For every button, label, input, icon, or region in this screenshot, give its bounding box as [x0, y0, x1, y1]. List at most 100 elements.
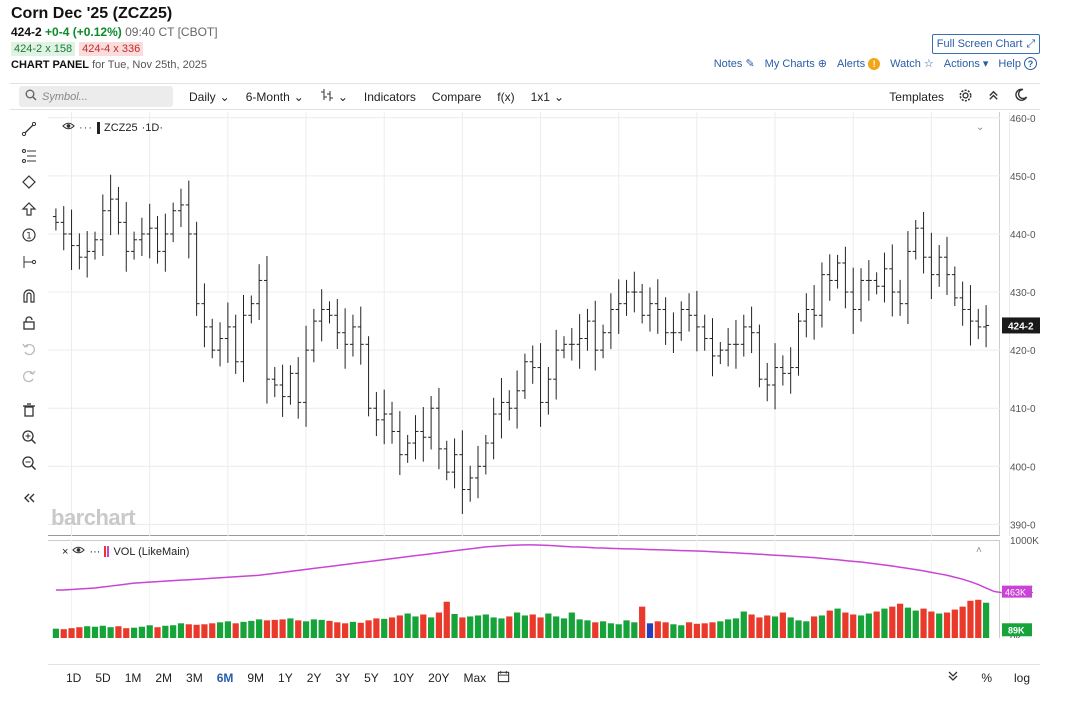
- chevron-up-icon[interactable]: ˄: [976, 545, 982, 556]
- dark-mode-icon[interactable]: [1014, 88, 1028, 105]
- volume-bar: [818, 615, 826, 638]
- settings-gear-icon[interactable]: [958, 88, 973, 106]
- volume-bar: [904, 607, 912, 638]
- volume-bar: [451, 613, 458, 638]
- volume-bar: [662, 622, 669, 638]
- range-button-9m[interactable]: 9M: [247, 670, 265, 685]
- help-link[interactable]: Help ?: [998, 57, 1037, 70]
- volume-bar: [693, 623, 700, 638]
- range-button-6m[interactable]: 6M: [216, 670, 234, 685]
- eye-icon[interactable]: [72, 545, 86, 558]
- close-icon[interactable]: ×: [62, 545, 69, 558]
- star-icon: ☆: [923, 58, 934, 70]
- calendar-icon[interactable]: [497, 670, 510, 686]
- volume-bar: [130, 627, 138, 638]
- expand-icon: ⤢: [1026, 37, 1036, 50]
- volume-bar: [60, 629, 67, 638]
- chart-type-dropdown[interactable]: ⌄: [320, 88, 348, 105]
- volume-bar: [388, 617, 396, 638]
- volume-bar: [717, 621, 724, 638]
- range-list: 1D 5D 1M 2M 3M 6M 9M 1Y 2Y 3Y 5Y 10Y 20Y Max: [48, 671, 493, 685]
- volume-bar: [936, 613, 943, 638]
- annotation-tool-icon[interactable]: 1: [16, 222, 42, 249]
- legend-interval: ·1D·: [141, 121, 164, 134]
- more-options-icon[interactable]: ···: [89, 545, 101, 558]
- quote-timestamp: 09:40 CT [CBOT]: [125, 25, 218, 39]
- volume-legend-label: VOL (LikeMain): [113, 545, 190, 558]
- range-button-2y[interactable]: 2Y: [306, 670, 322, 685]
- volume-bar: [771, 616, 779, 638]
- undo-icon[interactable]: [16, 336, 42, 363]
- log-scale-button[interactable]: log: [1013, 670, 1030, 685]
- range-button-5y[interactable]: 5Y: [364, 670, 379, 685]
- svg-text:1: 1: [26, 232, 32, 242]
- range-button-1d[interactable]: 1D: [66, 670, 82, 685]
- volume-bar: [302, 621, 310, 638]
- volume-pane[interactable]: [48, 540, 1000, 638]
- range-button-20y[interactable]: 20Y: [428, 670, 450, 685]
- symbol-search-input[interactable]: Symbol...: [19, 86, 173, 107]
- lock-icon[interactable]: [16, 310, 42, 337]
- zoom-in-icon[interactable]: [16, 424, 42, 451]
- layout-dropdown[interactable]: 1x1 ⌄: [531, 90, 564, 104]
- volume-bar: [951, 609, 958, 638]
- range-dropdown[interactable]: 6-Month ⌄: [246, 90, 304, 104]
- volume-bar: [959, 606, 966, 638]
- chart-area[interactable]: 460-0 450-0 440-0 430-0 420-0 410-0 400-0 390-0…: [48, 112, 1040, 638]
- collapse-up-icon[interactable]: [987, 89, 1000, 105]
- shape-tool-icon[interactable]: [16, 169, 42, 196]
- chevron-down-icon[interactable]: ⌄: [976, 122, 985, 133]
- trendline-tool-icon[interactable]: [16, 116, 42, 143]
- alerts-link[interactable]: Alerts !: [837, 57, 881, 70]
- notes-link[interactable]: Notes ✎: [714, 57, 755, 71]
- fibonacci-tool-icon[interactable]: [16, 143, 42, 170]
- actions-menu[interactable]: Actions ▾: [944, 57, 989, 71]
- range-button-5d[interactable]: 5D: [95, 670, 111, 685]
- more-options-icon[interactable]: ···: [79, 121, 93, 134]
- compare-button[interactable]: Compare: [432, 90, 481, 104]
- volume-bar: [256, 619, 263, 638]
- range-button-1m[interactable]: 1M: [124, 670, 142, 685]
- volume-bar: [248, 620, 255, 638]
- measure-tool-icon[interactable]: [16, 249, 42, 276]
- collapse-toolbar-icon[interactable]: [16, 485, 42, 512]
- redo-icon[interactable]: [16, 363, 42, 390]
- double-chevron-down-icon[interactable]: [947, 670, 959, 685]
- volume-bar: [912, 610, 919, 638]
- range-button-10y[interactable]: 10Y: [392, 670, 415, 685]
- percent-scale-button[interactable]: %: [981, 670, 992, 685]
- price-legend: ··· ZCZ25 ·1D·: [62, 121, 163, 134]
- range-button-2m[interactable]: 2M: [155, 670, 173, 685]
- volume-bar: [443, 601, 450, 638]
- volume-bar: [349, 621, 357, 638]
- bid-ask: 424-2 x 158 424-4 x 336: [11, 42, 144, 56]
- volume-bar: [240, 621, 247, 638]
- watch-label: Watch: [890, 57, 921, 70]
- range-button-1y[interactable]: 1Y: [278, 670, 293, 685]
- price-pane[interactable]: [48, 112, 1000, 536]
- price-tick-label: 450-0: [1010, 172, 1036, 183]
- range-button-3m[interactable]: 3M: [186, 670, 203, 685]
- arrow-tool-icon[interactable]: [16, 196, 42, 223]
- legend-symbol: ZCZ25: [104, 121, 138, 134]
- price-tick-label: 440-0: [1010, 230, 1036, 241]
- range-button-max[interactable]: Max: [463, 670, 487, 685]
- volume-bar: [826, 610, 833, 638]
- chart-canvas[interactable]: 460-0 450-0 440-0 430-0 420-0 410-0 400-0 390-0…: [48, 112, 1040, 638]
- chevron-down-icon: ⌄: [293, 89, 304, 104]
- volume-bar: [310, 619, 317, 638]
- period-dropdown[interactable]: Daily ⌄: [189, 90, 230, 104]
- volume-bar: [560, 618, 568, 638]
- fx-button[interactable]: f(x): [497, 90, 514, 104]
- my-charts-link[interactable]: My Charts ⊕: [765, 57, 827, 71]
- watch-link[interactable]: Watch ☆: [890, 57, 934, 71]
- full-screen-chart-button[interactable]: Full Screen Chart ⤢: [932, 34, 1040, 54]
- magnet-icon[interactable]: [16, 283, 42, 310]
- volume-bar: [803, 621, 810, 638]
- eye-icon[interactable]: [62, 121, 75, 134]
- zoom-out-icon[interactable]: [16, 450, 42, 477]
- templates-button[interactable]: Templates: [889, 89, 944, 104]
- range-button-3y[interactable]: 3Y: [335, 670, 351, 685]
- trash-icon[interactable]: [16, 397, 42, 424]
- indicators-button[interactable]: Indicators: [364, 90, 416, 104]
